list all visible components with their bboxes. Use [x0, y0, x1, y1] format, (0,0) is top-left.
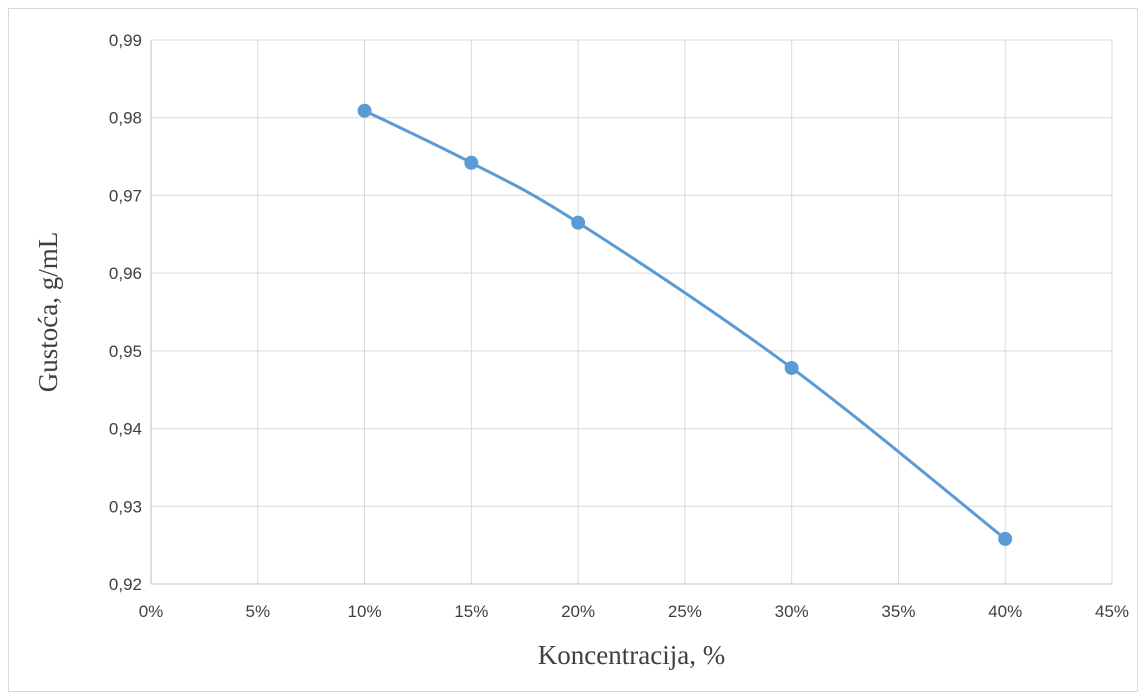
- x-tick-label: 10%: [348, 602, 382, 621]
- y-tick-label: 0,92: [109, 575, 142, 594]
- y-tick-label: 0,96: [109, 264, 142, 283]
- data-point: [784, 360, 799, 375]
- tick-labels: 0,92 0,93 0,94 0,95 0,96 0,97 0,98 0,99 0% 5% 10% 1…: [109, 31, 1129, 621]
- x-tick-label: 5%: [245, 602, 270, 621]
- y-tick-label: 0,98: [109, 109, 142, 128]
- data-point: [464, 155, 479, 170]
- data-point: [998, 531, 1013, 546]
- x-tick-label: 45%: [1095, 602, 1129, 621]
- x-tick-label: 35%: [881, 602, 915, 621]
- series-line: [363, 109, 1007, 541]
- chart-container: 0,92 0,93 0,94 0,95 0,96 0,97 0,98 0,99 0% 5% 10% 1…: [8, 8, 1138, 692]
- x-tick-label: 40%: [988, 602, 1022, 621]
- x-tick-label: 25%: [668, 602, 702, 621]
- x-tick-label: 15%: [454, 602, 488, 621]
- gridlines: [151, 39, 1113, 584]
- data-point: [357, 103, 372, 118]
- series-layer: [357, 103, 1013, 546]
- y-tick-label: 0,94: [109, 420, 142, 439]
- x-tick-label: 0%: [139, 602, 164, 621]
- y-tick-label: 0,95: [109, 342, 142, 361]
- axes: [150, 40, 1112, 585]
- x-tick-label: 20%: [561, 602, 595, 621]
- y-tick-label: 0,97: [109, 186, 142, 205]
- y-axis-title: Gustoća, g/mL: [33, 232, 63, 392]
- line-chart: 0,92 0,93 0,94 0,95 0,96 0,97 0,98 0,99 0% 5% 10% 1…: [33, 31, 1129, 670]
- y-tick-label: 0,99: [109, 31, 142, 50]
- y-tick-label: 0,93: [109, 497, 142, 516]
- x-tick-label: 30%: [775, 602, 809, 621]
- data-point: [571, 215, 586, 230]
- x-axis-title: Koncentracija, %: [538, 640, 725, 670]
